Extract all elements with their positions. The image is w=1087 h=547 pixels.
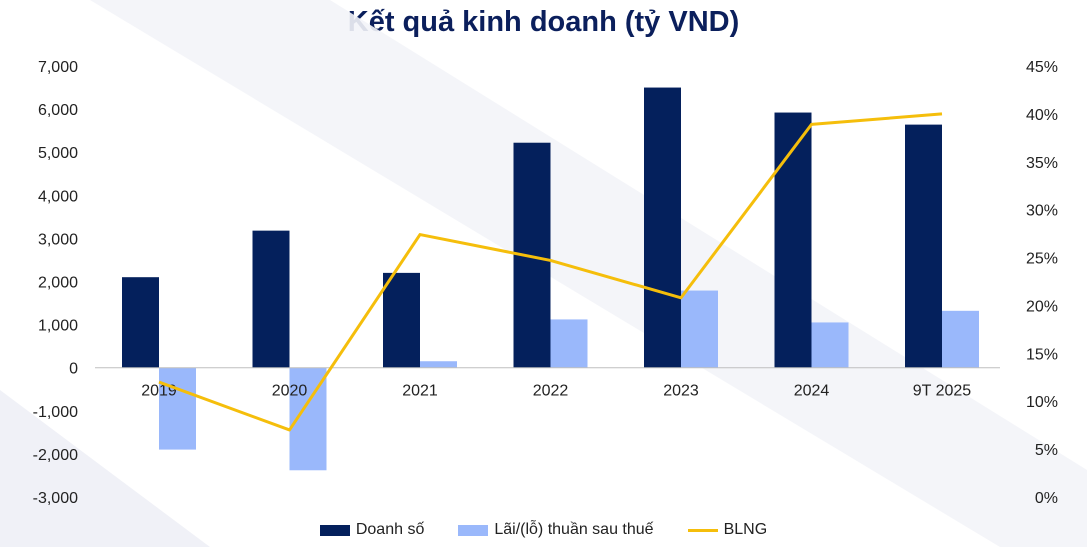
revenue-bar <box>122 277 159 368</box>
left-axis-tick-label: 0 <box>69 361 78 378</box>
legend-swatch-net-profit <box>458 524 489 536</box>
left-axis-tick-label: -1,000 <box>33 404 78 421</box>
category-label: 2022 <box>533 383 569 400</box>
right-axis-tick-label: 20% <box>1026 298 1058 315</box>
left-axis-tick-label: 7,000 <box>38 59 78 76</box>
net-profit-bar <box>420 361 457 368</box>
right-axis-tick-label: 10% <box>1026 394 1058 411</box>
legend-label-blng: BLNG <box>723 521 768 538</box>
left-axis-tick-label: 5,000 <box>38 145 78 162</box>
category-label: 2023 <box>663 383 699 400</box>
right-axis-tick-label: 15% <box>1026 346 1058 363</box>
legend-item-blng: BLNG <box>687 521 768 539</box>
right-axis-tick-label: 5% <box>1035 442 1058 459</box>
right-axis-tick-label: 0% <box>1035 490 1058 507</box>
revenue-bar <box>905 124 942 368</box>
legend-label-revenue: Doanh số <box>355 521 425 538</box>
right-axis-tick-label: 40% <box>1026 107 1058 124</box>
left-axis-tick-label: 3,000 <box>38 231 78 248</box>
left-axis-tick-label: 2,000 <box>38 275 78 292</box>
net-profit-bar <box>550 319 588 368</box>
left-axis-tick-label: 6,000 <box>38 102 78 119</box>
left-axis-tick-label: 4,000 <box>38 188 78 205</box>
category-label: 2021 <box>402 383 438 400</box>
legend-item-revenue: Doanh số <box>319 521 425 539</box>
left-axis-tick-label: 1,000 <box>38 318 78 335</box>
category-label: 2020 <box>272 383 308 400</box>
legend: Doanh số Lãi/(lỗ) thuần sau thuế BLNG <box>0 518 1087 542</box>
left-axis-tick-label: -3,000 <box>33 490 78 507</box>
chart-title: Kết quả kinh doanh (tỷ VND) <box>347 6 740 38</box>
net-profit-bar <box>681 290 718 368</box>
net-profit-bar <box>942 310 979 368</box>
net-profit-bar <box>159 367 196 450</box>
revenue-bar <box>644 87 681 368</box>
right-axis-tick-label: 30% <box>1026 203 1058 220</box>
category-label: 9T 2025 <box>913 383 972 400</box>
revenue-bar <box>774 112 812 368</box>
revenue-bar <box>252 230 290 368</box>
legend-label-net-profit: Lãi/(lỗ) thuần sau thuế <box>494 521 654 538</box>
net-profit-bar <box>811 322 849 368</box>
right-axis-tick-label: 25% <box>1026 251 1058 268</box>
right-axis-tick-label: 35% <box>1026 155 1058 172</box>
legend-item-net-profit: Lãi/(lỗ) thuần sau thuế <box>458 521 654 539</box>
legend-swatch-revenue <box>319 524 350 536</box>
revenue-bar <box>383 272 420 368</box>
right-axis-tick-label: 45% <box>1026 59 1058 76</box>
left-axis-tick-label: -2,000 <box>33 447 78 464</box>
legend-swatch-blng <box>687 528 718 532</box>
category-label: 2024 <box>794 383 830 400</box>
blng-line <box>158 112 943 432</box>
